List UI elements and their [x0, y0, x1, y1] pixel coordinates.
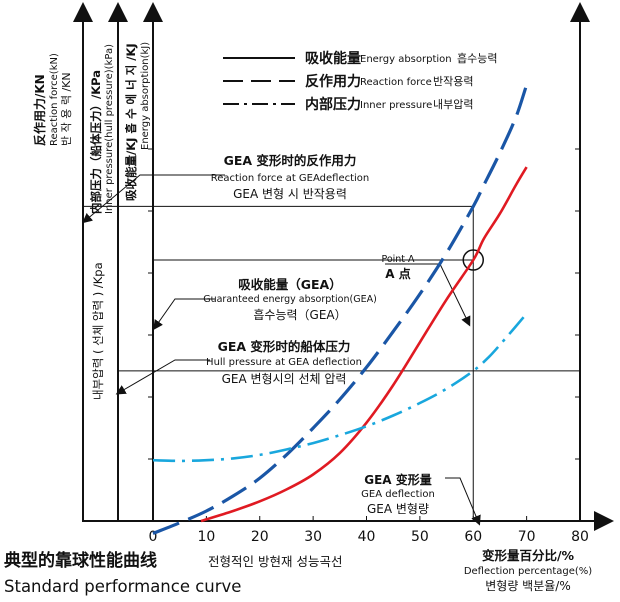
- reaction-axis-title-ko: 반 작 용 력 /KN: [60, 72, 73, 146]
- legend: 吸收能量 Energy absorption 흡수능력 反作用力 Reactio…: [223, 50, 497, 113]
- gea-deflection-en: GEA deflection: [361, 489, 435, 500]
- gea-deflection-ko: GEA 변형량: [367, 502, 429, 516]
- legend-energy-ko: 흡수능력: [457, 51, 497, 65]
- x-axis-title-ko: 변형량 백분율/%: [485, 579, 571, 593]
- x-tick-label: 0: [149, 529, 158, 545]
- gea-hull-ko: GEA 변형시의 선체 압력: [222, 372, 347, 386]
- legend-reaction-label: 反作用力: [305, 73, 361, 90]
- legend-pressure-en: Inner pressure: [360, 100, 432, 111]
- energy-axis-title: 吸收能量/KJ 흡 수 에 너 지 /KJ: [124, 43, 138, 201]
- gea-hull-en: Hull pressure at GEA deflection: [206, 357, 362, 368]
- reaction-axis-title: 反作用力/KN: [32, 74, 47, 146]
- x-tick-label: 10: [197, 529, 215, 545]
- x-tick-label: 30: [304, 529, 322, 545]
- chart-title-en: Standard performance curve: [4, 577, 241, 596]
- annotation-leader: [82, 174, 225, 224]
- pressure-axis-title-ko: 내부압력 ( 선체 압력 ) /Kpa: [91, 262, 105, 400]
- legend-pressure-ko: 내부압력: [433, 98, 473, 111]
- legend-reaction-ko: 반작용력: [433, 75, 473, 88]
- gea-reaction-ko: GEA 변형 시 반작용력: [233, 187, 347, 201]
- chart-title-ko: 전형적인 방현재 성능곡선: [208, 554, 342, 569]
- gea-energy-cn: 吸收能量（GEA）: [238, 277, 341, 292]
- gea-deflection-cn: GEA 变形量: [364, 472, 432, 487]
- x-tick-label: 50: [411, 529, 429, 545]
- point-a-marker: [462, 249, 484, 271]
- annotation-leader: [115, 359, 210, 395]
- legend-energy-en: Energy absorption: [360, 54, 452, 65]
- chart-title: 典型的靠球性能曲线: [4, 550, 157, 571]
- series-inner-pressure: [152, 312, 528, 463]
- point-a-cn: A 点: [385, 266, 410, 281]
- x-tick-label: 70: [518, 529, 536, 545]
- tick-marks: 0 10 20 30 40 50 60 70 80: [148, 148, 589, 545]
- series-reaction-force: [152, 84, 529, 535]
- pressure-axis-title-en: Inner pressure(hull pressure)(kPa): [104, 44, 115, 214]
- x-tick-label: 40: [358, 529, 376, 545]
- point-a-en: Point A: [381, 254, 415, 265]
- energy-axis-title-en: Energy absorption(kJ): [140, 42, 151, 150]
- series-energy-absorption: [200, 166, 528, 523]
- gea-energy-ko: 흡수능력（GEA）: [253, 308, 346, 322]
- x-axis-title-cn: 变形量百分比/%: [482, 548, 575, 563]
- x-axis-title-en: Deflection percentage(%): [464, 566, 592, 577]
- gea-energy-en: Guaranteed energy absorption(GEA): [203, 294, 377, 305]
- x-tick-label: 80: [571, 529, 589, 545]
- series-lines: [152, 84, 529, 535]
- legend-reaction-en: Reaction force: [360, 77, 432, 88]
- x-tick-label: 20: [251, 529, 269, 545]
- legend-pressure-label: 内部压力: [305, 96, 361, 113]
- x-tick-label: 60: [464, 529, 482, 545]
- legend-energy-label: 吸收能量: [305, 50, 361, 67]
- annotation-leader: [445, 477, 481, 526]
- reaction-axis-title-en: Reaction force(kN): [49, 53, 60, 146]
- gea-reaction-en: Reaction force at GEAdeflection: [211, 173, 370, 184]
- gea-reaction-cn: GEA 变形时的反作用力: [224, 153, 357, 168]
- annotation-leader: [153, 298, 215, 331]
- pressure-axis-title: 内部压力（船体压力）/KPa: [89, 70, 103, 214]
- gea-hull-cn: GEA 变形时的船体压力: [218, 339, 351, 354]
